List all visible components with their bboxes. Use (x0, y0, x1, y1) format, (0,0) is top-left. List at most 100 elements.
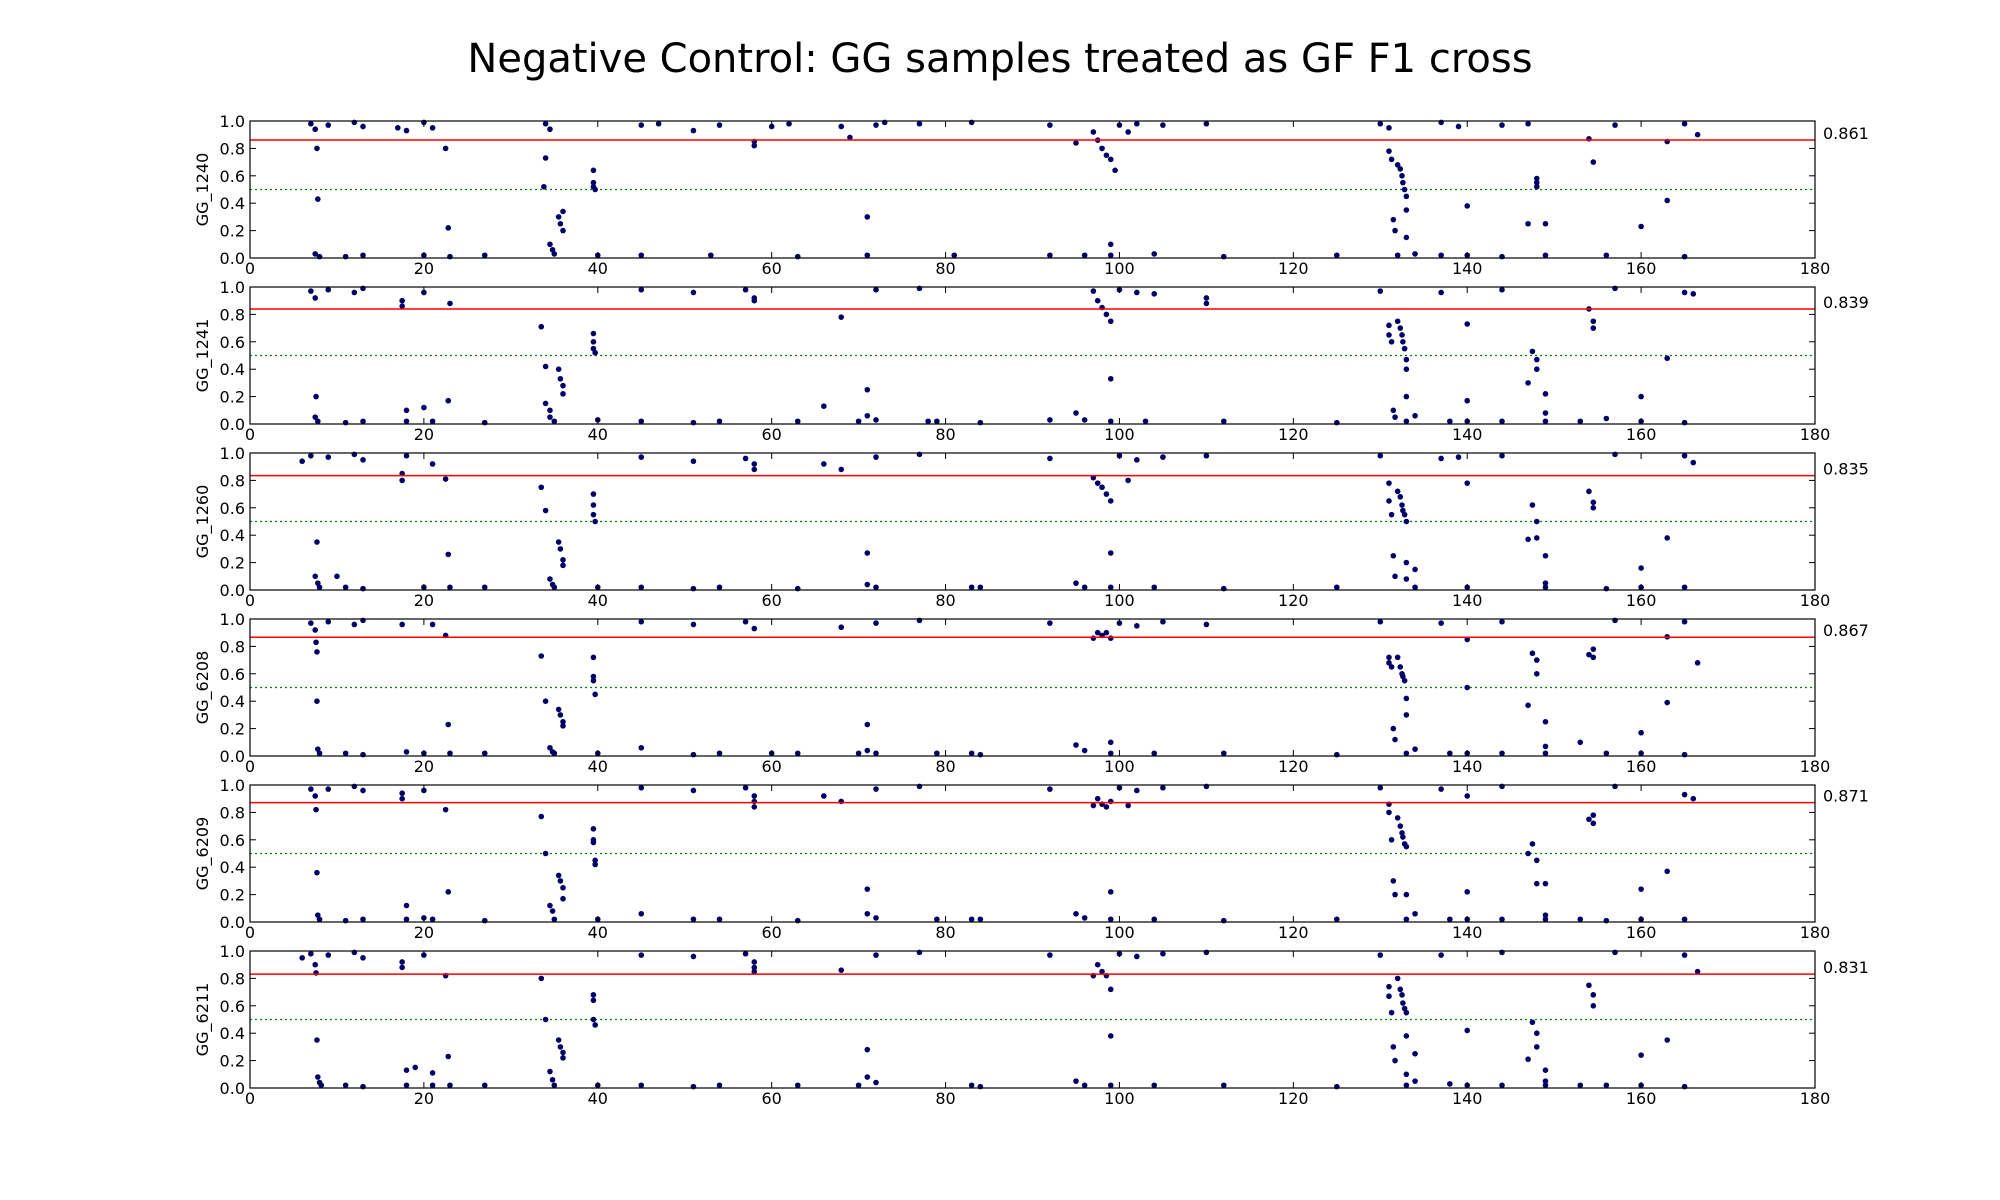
data-point (838, 624, 845, 631)
x-tick-label: 20 (414, 259, 434, 278)
data-point (977, 916, 984, 923)
data-point (403, 418, 410, 425)
data-point (1412, 1050, 1418, 1057)
data-point (1377, 288, 1384, 294)
data-point (560, 1049, 566, 1056)
data-point (1438, 252, 1444, 259)
data-point (1107, 252, 1114, 259)
data-point (873, 122, 879, 128)
axes-frame (249, 950, 1816, 1089)
data-point (873, 786, 879, 792)
data-point (751, 466, 758, 473)
y-axis-label: GG_6208 (193, 651, 213, 725)
data-point (1151, 584, 1158, 591)
panel-gg-6208: 0.867 0.0 0.2 0.4 0.6 0.8 1.0 0 20 40 60 80 100 120 14… (193, 610, 1869, 776)
data-point (590, 502, 597, 508)
data-point (312, 414, 319, 420)
data-point (560, 723, 566, 729)
data-point (716, 418, 723, 425)
data-point (1529, 650, 1536, 657)
data-point (751, 461, 758, 467)
data-point (1400, 1000, 1406, 1006)
data-point (399, 621, 405, 628)
data-point (1107, 1033, 1114, 1039)
data-point (316, 750, 323, 757)
data-point (794, 418, 801, 425)
data-point (1401, 345, 1408, 352)
data-point (1403, 207, 1410, 213)
data-point (1533, 1030, 1540, 1036)
y-axis-label: GG_1241 (193, 319, 213, 393)
data-point (1392, 227, 1398, 234)
data-point (445, 225, 452, 231)
data-point (1603, 1082, 1610, 1089)
data-point (1542, 916, 1549, 923)
data-point (1638, 729, 1644, 736)
data-point (1386, 125, 1392, 131)
data-point (312, 793, 319, 799)
data-point (1525, 702, 1531, 709)
data-point (447, 584, 453, 591)
data-point (560, 382, 566, 389)
data-point (555, 366, 562, 373)
y-tick-label: 1.0 (220, 278, 245, 297)
x-tick-label: 60 (761, 757, 781, 776)
data-point (560, 895, 566, 902)
y-tick-label: 0.0 (220, 913, 245, 932)
data-point (1151, 291, 1158, 297)
data-point (1334, 584, 1340, 591)
data-point (429, 1070, 436, 1076)
data-point (1586, 651, 1592, 658)
data-point (1107, 986, 1114, 993)
threshold-label: 0.861 (1823, 124, 1869, 143)
data-point (1590, 318, 1597, 325)
x-tick-label: 140 (1452, 757, 1483, 776)
x-tick-label: 160 (1626, 1089, 1657, 1108)
data-point (1107, 318, 1114, 325)
data-point (1603, 750, 1610, 757)
data-point (873, 417, 879, 423)
data-point (1499, 916, 1505, 923)
data-point (1577, 916, 1584, 923)
data-point (1047, 252, 1053, 259)
axes-frame (249, 452, 1816, 591)
data-point (1220, 418, 1227, 425)
data-point (1438, 289, 1444, 296)
data-point (1542, 750, 1549, 757)
data-point (299, 458, 305, 465)
data-point (751, 804, 758, 810)
data-point (1525, 120, 1531, 127)
data-point (1390, 1044, 1397, 1050)
data-point (1090, 802, 1097, 809)
data-point (551, 251, 558, 257)
data-point (1400, 339, 1406, 345)
data-point (751, 142, 758, 149)
data-point (399, 477, 405, 484)
data-point (429, 461, 436, 467)
data-point (557, 1044, 564, 1050)
data-point (864, 550, 871, 556)
data-point (838, 123, 845, 130)
data-point (403, 916, 410, 923)
data-point (1690, 459, 1697, 466)
data-point (342, 584, 349, 591)
data-point (360, 787, 366, 794)
data-point (547, 1068, 553, 1075)
data-point (1090, 288, 1097, 294)
data-point (1401, 511, 1408, 518)
data-point (873, 286, 879, 293)
data-point (1664, 868, 1670, 875)
y-tick-label: 0.6 (220, 167, 245, 186)
data-point (1533, 518, 1540, 525)
data-point (1203, 120, 1210, 127)
data-point (445, 889, 452, 895)
y-tick-label: 0.2 (220, 222, 245, 241)
data-point (481, 584, 488, 591)
data-point (590, 1016, 597, 1023)
x-tick-label: 180 (1800, 259, 1831, 278)
data-point (315, 418, 321, 425)
y-tick-label: 0.6 (220, 333, 245, 352)
data-point (821, 461, 827, 467)
data-point (1081, 1082, 1088, 1089)
